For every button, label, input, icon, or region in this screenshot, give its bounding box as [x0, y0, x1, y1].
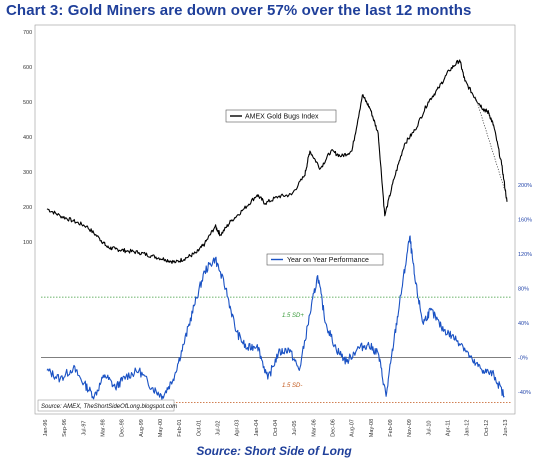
x-tick-label: Oct-12	[484, 420, 490, 437]
left-tick-label: 500	[23, 100, 32, 106]
right-tick-label: -40%	[518, 390, 531, 396]
right-axis: -40% -0% 40% 80% 120% 160% 200%	[518, 183, 532, 396]
x-tick-label: Jul-02	[216, 421, 222, 436]
legend-yoy-label: Year on Year Performance	[287, 257, 369, 264]
x-tick-label: Jan-04	[254, 420, 260, 437]
x-tick-label: Jun-13	[503, 420, 509, 437]
left-tick-label: 400	[23, 135, 32, 141]
sd-minus-label: 1.5 SD-	[282, 383, 302, 389]
x-tick-label: Jul-05	[292, 421, 298, 436]
x-tick-label: May-08	[369, 419, 375, 437]
x-tick-label: Sep-96	[62, 419, 68, 437]
legend-gold-bugs: AMEX Gold Bugs Index	[225, 109, 337, 123]
left-tick-label: 600	[23, 65, 32, 71]
left-axis: 100 200 300 400 500 600 700	[23, 30, 32, 246]
x-tick-label: Feb-09	[388, 419, 394, 436]
x-tick-label: Oct-04	[273, 420, 279, 437]
x-tick-label: Jul-10	[426, 421, 432, 436]
x-tick-label: Oct-01	[196, 420, 202, 437]
right-tick-label: 80%	[518, 287, 529, 293]
gold-bugs-index-line	[46, 59, 508, 264]
right-tick-label: 160%	[518, 218, 532, 224]
x-tick-label: Mar-98	[101, 419, 107, 436]
x-tick-label: Nov-09	[407, 419, 413, 437]
source-caption: Source: Short Side of Long	[196, 444, 352, 458]
x-tick-label: Apr-11	[446, 420, 452, 436]
x-tick-label: Jul-97	[81, 421, 87, 436]
right-tick-label: 40%	[518, 321, 529, 327]
yoy-performance-line	[46, 235, 505, 400]
x-tick-label: Aug-07	[350, 419, 356, 437]
x-tick-label: Jan-12	[465, 420, 471, 437]
x-tick-label: Jan-96	[43, 420, 49, 437]
right-tick-label: 200%	[518, 183, 532, 189]
x-tick-label: Mar-06	[311, 419, 317, 436]
sd-plus-label: 1.5 SD+	[282, 313, 304, 319]
plot-frame	[34, 24, 516, 415]
x-tick-label: May-00	[158, 419, 164, 437]
x-tick-label: Dec-98	[120, 419, 126, 437]
x-tick-label: Feb-01	[177, 419, 183, 436]
left-tick-label: 200	[23, 205, 32, 211]
right-tick-label: 120%	[518, 252, 532, 258]
legend-gold-bugs-label: AMEX Gold Bugs Index	[245, 114, 319, 121]
x-tick-label: Aug-99	[139, 419, 145, 437]
x-axis: Jan-96 Sep-96 Jul-97 Mar-98 Dec-98 Aug-99 May-…	[43, 419, 509, 437]
right-tick-label: -0%	[518, 356, 528, 362]
trend-line	[475, 96, 507, 194]
left-tick-label: 700	[23, 30, 32, 36]
chart-title: Chart 3: Gold Miners are down over 57% o…	[6, 2, 472, 19]
series-layer	[46, 59, 508, 400]
legend-yoy: Year on Year Performance	[266, 253, 384, 266]
x-tick-label: Apr-03	[235, 420, 241, 437]
x-tick-label: Dec-06	[331, 419, 337, 437]
source-annotation: Source: AMEX, TheShortSideOfLong.blogspo…	[41, 404, 177, 410]
left-tick-label: 100	[23, 240, 32, 246]
left-tick-label: 300	[23, 170, 32, 176]
